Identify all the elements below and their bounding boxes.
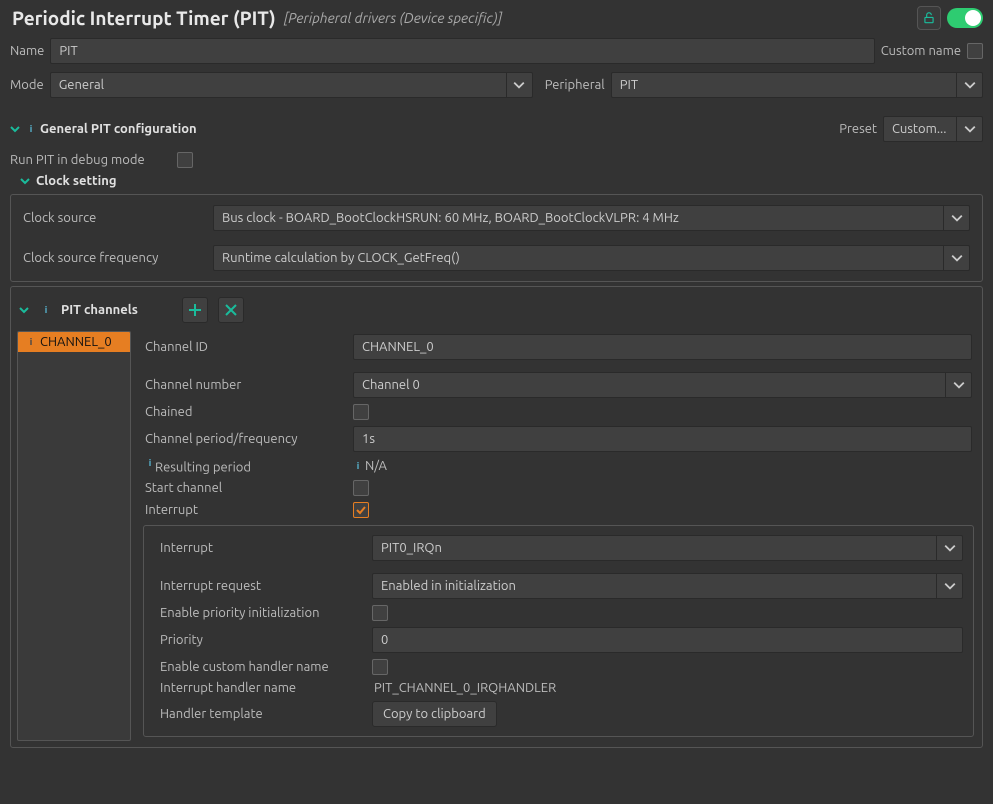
- mode-label: Mode: [10, 78, 44, 92]
- clock-source-value: Bus clock - BOARD_BootClockHSRUN: 60 MHz…: [222, 211, 679, 225]
- custom-handler-checkbox[interactable]: [372, 659, 388, 675]
- preset-value: Custom...: [892, 122, 946, 136]
- page-subtitle: [Peripheral drivers (Device specific)]: [284, 10, 502, 26]
- interrupt-vector-value: PIT0_IRQn: [381, 541, 442, 555]
- info-icon: i: [145, 458, 155, 468]
- clock-freq-label: Clock source frequency: [23, 251, 203, 265]
- chevron-down-icon: [956, 73, 982, 97]
- chevron-down-icon: [943, 206, 969, 230]
- preset-label: Preset: [839, 122, 877, 136]
- result-period-label: iResulting period: [145, 458, 345, 474]
- chevron-down-icon: [936, 536, 962, 560]
- priority-input[interactable]: [372, 627, 963, 653]
- result-period-value: N/A: [363, 459, 387, 473]
- channel-list[interactable]: i CHANNEL_0: [17, 331, 131, 741]
- channel-list-item[interactable]: i CHANNEL_0: [18, 332, 130, 352]
- chevron-down-icon: [936, 574, 962, 598]
- copy-clipboard-button[interactable]: Copy to clipboard: [372, 701, 497, 727]
- channel-number-value: Channel 0: [362, 378, 420, 392]
- info-icon: i: [41, 305, 51, 315]
- interrupt-enable-label: Interrupt: [145, 503, 345, 517]
- custom-name-label: Custom name: [881, 44, 961, 58]
- period-input[interactable]: [353, 426, 972, 452]
- name-label: Name: [10, 44, 44, 58]
- debug-label: Run PIT in debug mode: [10, 153, 145, 167]
- channel-id-input[interactable]: [353, 334, 972, 360]
- collapse-icon[interactable]: [10, 124, 22, 134]
- peripheral-select[interactable]: PIT: [611, 72, 983, 98]
- period-label: Channel period/frequency: [145, 432, 345, 446]
- clock-freq-select[interactable]: Runtime calculation by CLOCK_GetFreq(): [213, 245, 970, 271]
- clock-section-title: Clock setting: [36, 174, 117, 188]
- preset-select[interactable]: Custom...: [883, 116, 983, 142]
- start-channel-checkbox[interactable]: [353, 480, 369, 496]
- add-channel-button[interactable]: [182, 297, 208, 323]
- mode-select[interactable]: General: [50, 72, 533, 98]
- custom-name-checkbox[interactable]: [967, 43, 983, 59]
- interrupt-request-value: Enabled in initialization: [381, 579, 516, 593]
- chevron-down-icon: [956, 117, 982, 141]
- lock-icon[interactable]: [917, 6, 941, 30]
- peripheral-label: Peripheral: [545, 78, 605, 92]
- interrupt-vector-label: Interrupt: [154, 541, 364, 555]
- interrupt-enable-checkbox[interactable]: [353, 502, 369, 518]
- clock-freq-value: Runtime calculation by CLOCK_GetFreq(): [222, 251, 460, 265]
- chevron-down-icon: [506, 73, 532, 97]
- info-icon: i: [26, 337, 36, 347]
- chained-label: Chained: [145, 405, 345, 419]
- priority-label: Priority: [154, 633, 364, 647]
- name-input[interactable]: [50, 38, 874, 64]
- collapse-icon[interactable]: [19, 305, 31, 315]
- chained-checkbox[interactable]: [353, 404, 369, 420]
- info-icon: i: [26, 124, 36, 134]
- clock-source-select[interactable]: Bus clock - BOARD_BootClockHSRUN: 60 MHz…: [213, 205, 970, 231]
- custom-handler-label: Enable custom handler name: [154, 660, 364, 674]
- channel-number-select[interactable]: Channel 0: [353, 372, 972, 398]
- info-icon: i: [353, 461, 363, 471]
- channels-title: PIT channels: [61, 303, 138, 317]
- chevron-down-icon: [945, 373, 971, 397]
- mode-value: General: [59, 78, 104, 92]
- chevron-down-icon: [943, 246, 969, 270]
- handler-name-value: PIT_CHANNEL_0_IRQHANDLER: [372, 681, 556, 695]
- peripheral-value: PIT: [620, 78, 638, 92]
- start-channel-label: Start channel: [145, 481, 345, 495]
- priority-init-label: Enable priority initialization: [154, 606, 364, 620]
- interrupt-request-label: Interrupt request: [154, 579, 364, 593]
- channel-id-label: Channel ID: [145, 340, 345, 354]
- interrupt-vector-select[interactable]: PIT0_IRQn: [372, 535, 963, 561]
- interrupt-request-select[interactable]: Enabled in initialization: [372, 573, 963, 599]
- handler-template-label: Handler template: [154, 707, 364, 721]
- clock-source-label: Clock source: [23, 211, 203, 225]
- page-title: Periodic Interrupt Timer (PIT): [12, 7, 276, 29]
- collapse-icon[interactable]: [20, 176, 32, 186]
- enable-toggle[interactable]: [947, 8, 983, 28]
- remove-channel-button[interactable]: [218, 297, 244, 323]
- debug-checkbox[interactable]: [177, 152, 193, 168]
- channel-list-item-label: CHANNEL_0: [40, 335, 112, 349]
- priority-init-checkbox[interactable]: [372, 605, 388, 621]
- channel-number-label: Channel number: [145, 378, 345, 392]
- general-section-title: General PIT configuration: [40, 122, 197, 136]
- handler-name-label: Interrupt handler name: [154, 681, 364, 695]
